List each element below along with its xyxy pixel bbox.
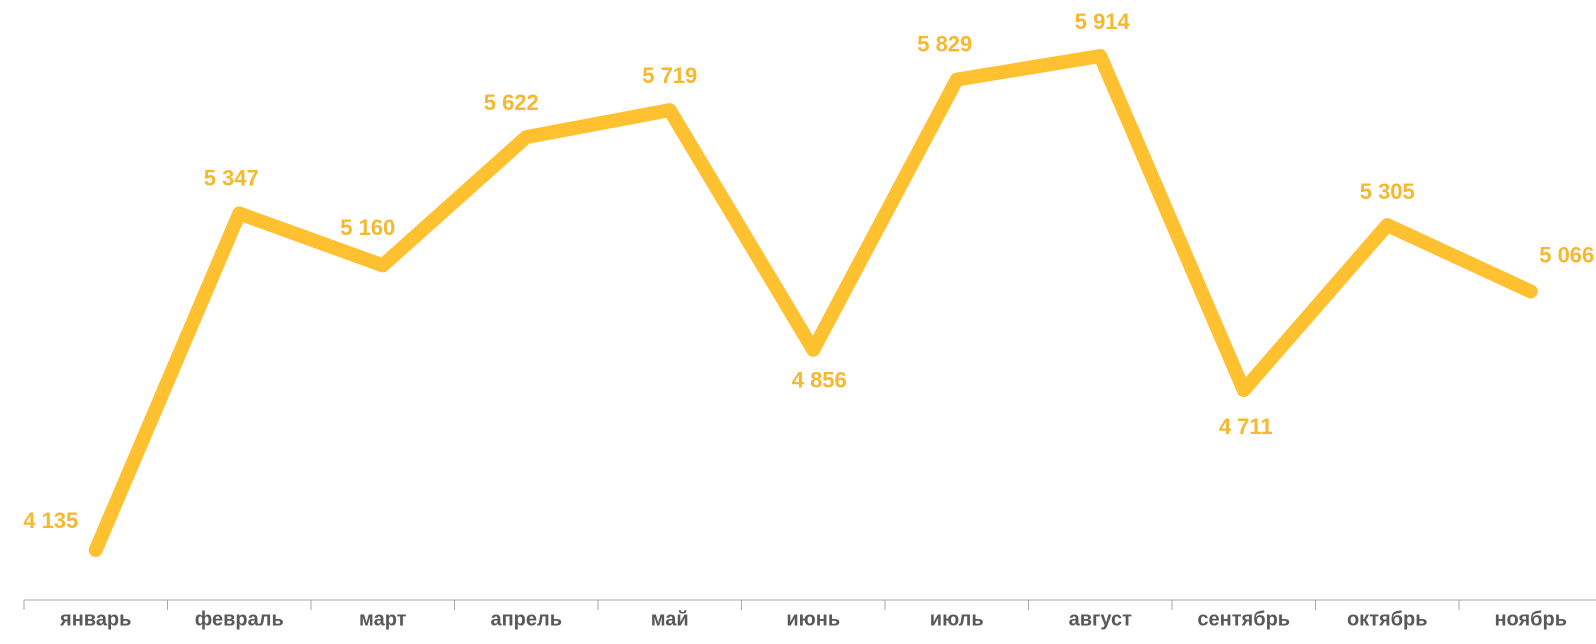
data-label: 5 719 <box>642 63 697 88</box>
data-label: 4 711 <box>1219 414 1273 439</box>
data-label: 4 135 <box>23 508 78 533</box>
data-label: 4 856 <box>792 368 847 393</box>
x-tick-label: август <box>1069 608 1132 630</box>
x-tick-label: февраль <box>195 608 284 630</box>
data-label: 5 347 <box>204 165 259 190</box>
x-tick-label: март <box>359 608 407 630</box>
data-label: 5 622 <box>484 90 539 115</box>
data-label: 5 829 <box>917 31 972 56</box>
line <box>88 49 1538 557</box>
x-tick-label: ноябрь <box>1494 608 1567 630</box>
data-label: 5 305 <box>1360 179 1415 204</box>
x-tick-label: сентябрь <box>1197 608 1290 630</box>
data-label: 5 160 <box>340 215 395 240</box>
x-tick-label: июнь <box>786 608 840 630</box>
x-tick-label: июль <box>930 608 984 630</box>
data-label: 5 066 <box>1539 242 1594 267</box>
x-tick-label: январь <box>59 608 131 630</box>
x-tick-label: апрель <box>490 608 562 630</box>
x-tick-label: октябрь <box>1347 608 1428 630</box>
x-tick-label: май <box>651 608 689 630</box>
data-label: 5 914 <box>1075 9 1131 34</box>
